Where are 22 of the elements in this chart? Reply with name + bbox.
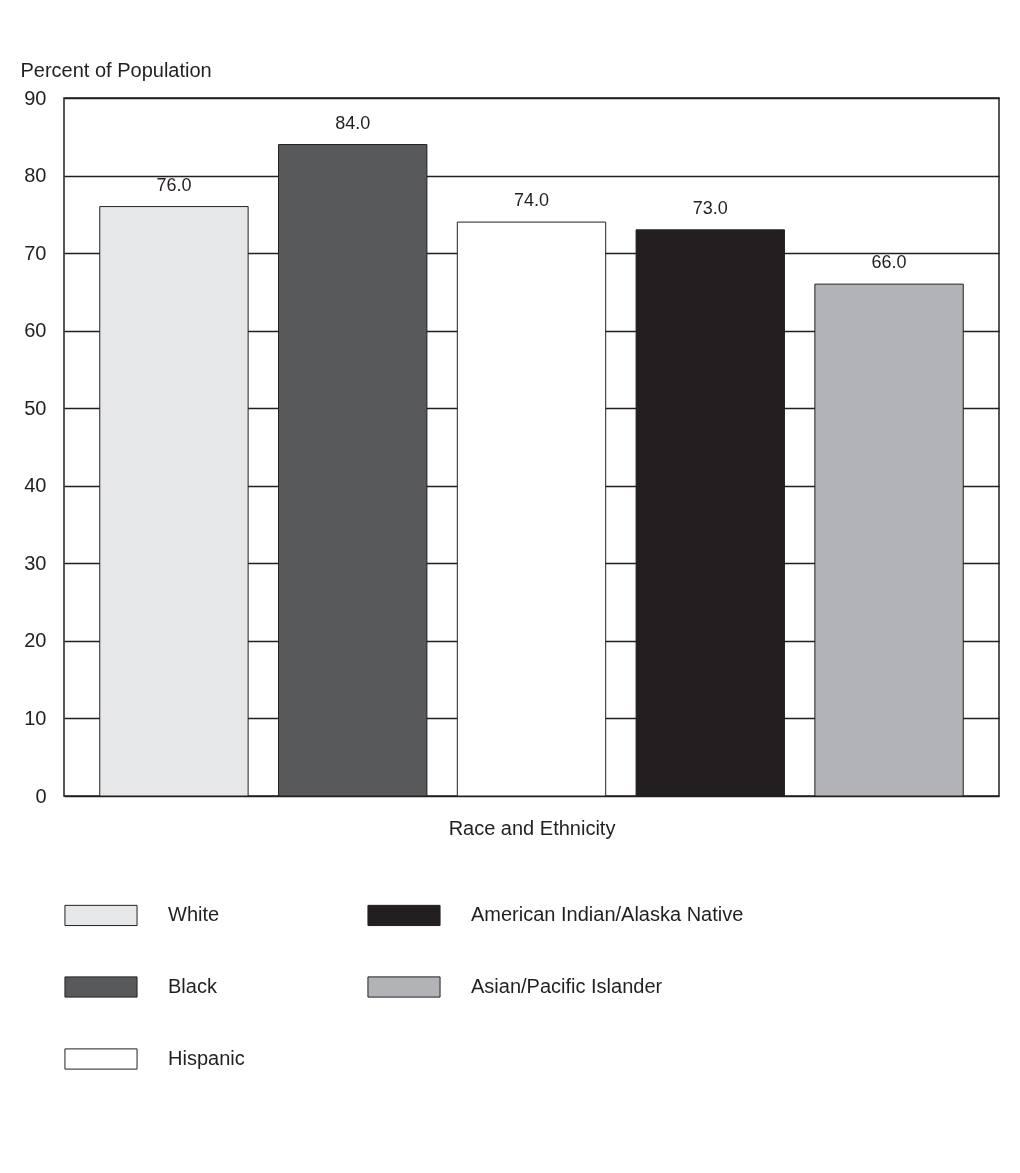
- y-tick-label: 50: [24, 396, 47, 419]
- y-tick-label: 0: [35, 784, 47, 807]
- x-axis-title: Race and Ethnicity: [448, 816, 616, 839]
- y-tick-label: 80: [24, 164, 47, 187]
- y-tick-label: 60: [24, 319, 47, 342]
- data-label: 74.0: [513, 190, 550, 211]
- y-tick-label: 20: [24, 629, 47, 652]
- y-tick-label: 90: [24, 86, 47, 109]
- legend-label: Asian/Pacific Islander: [471, 975, 663, 997]
- y-tick-label: 30: [24, 551, 47, 574]
- legend-label: White: [168, 903, 220, 926]
- data-label: 76.0: [156, 174, 192, 195]
- legend-label: American Indian/Alaska Native: [471, 903, 744, 926]
- y-tick-label: 70: [24, 241, 47, 264]
- y-tick-label: 10: [24, 706, 47, 729]
- legend-label: Hispanic: [168, 1047, 245, 1069]
- legend-label: Black: [168, 975, 218, 997]
- y-axis-title: Percent of Population: [20, 58, 212, 81]
- data-label: 66.0: [871, 252, 907, 273]
- data-label: 84.0: [335, 112, 371, 133]
- y-tick-label: 40: [24, 474, 47, 497]
- data-label: 73.0: [692, 197, 728, 218]
